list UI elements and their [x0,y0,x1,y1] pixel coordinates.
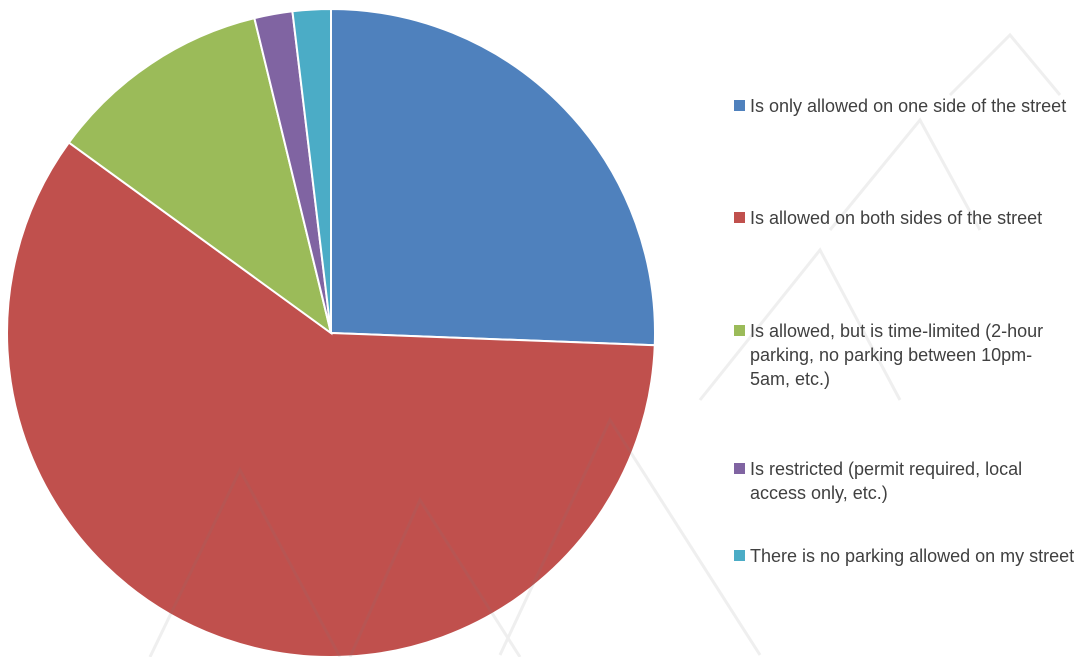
legend-item-restricted: Is restricted (permit required, local ac… [734,457,1091,505]
pie-slice-4 [291,7,332,334]
legend-swatch [734,100,745,111]
legend-label: There is no parking allowed on my street [750,546,1075,566]
legend-swatch [734,463,745,474]
legend-item-both-sides: Is allowed on both sides of the street [734,206,1091,230]
legend-label: Is restricted (permit required, local ac… [750,459,1023,503]
legend-swatch [734,325,745,336]
legend-label: Is allowed, but is time-limited (2-hour … [750,321,1044,389]
legend-swatch [734,212,745,223]
legend-item-one-side: Is only allowed on one side of the stree… [734,94,1091,118]
pie-slice-1 [6,141,656,658]
pie-slice-2 [67,16,333,336]
legend-label: Is allowed on both sides of the street [750,208,1043,228]
pie-slice-0 [330,7,656,347]
legend-item-time-limited: Is allowed, but is time-limited (2-hour … [734,319,1091,391]
legend-item-no-parking: There is no parking allowed on my street [734,544,1091,568]
legend-swatch [734,550,745,561]
chart-legend: Is only allowed on one side of the stree… [734,0,1091,657]
legend-label: Is only allowed on one side of the stree… [750,96,1067,116]
